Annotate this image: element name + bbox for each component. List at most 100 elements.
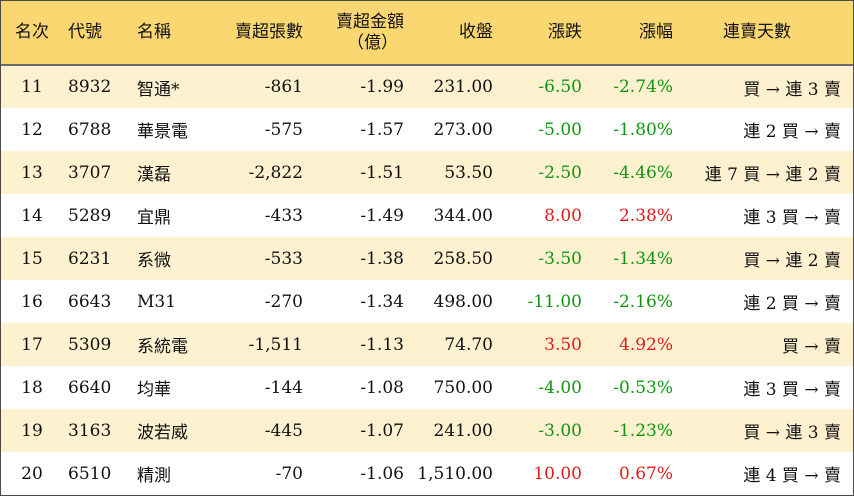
cell-net-amount: -1.08 [360, 377, 404, 398]
cell-change-pct: -2.16% [613, 291, 673, 312]
cell-name: 漢磊 [137, 165, 171, 185]
cell-name: M31 [137, 291, 177, 312]
cell-change: -3.50 [538, 248, 582, 269]
table-row: 17 5309 系統電 -1,511 -1.13 74.70 3.50 4.92% 買 → 賣 [1, 323, 853, 366]
cell-net-amount: -1.07 [360, 420, 404, 441]
cell-streak: 連 2 買 → 賣 [743, 122, 841, 142]
header-name[interactable]: 名稱 [128, 1, 218, 66]
cell-code: 3707 [68, 162, 112, 183]
cell-rank: 16 [21, 291, 43, 312]
cell-name: 智通* [137, 79, 180, 100]
header-streak[interactable]: 連賣天數 [673, 1, 853, 66]
cell-net-shares: -533 [264, 248, 303, 269]
cell-rank: 14 [21, 205, 43, 226]
cell-change: 3.50 [544, 334, 582, 355]
cell-net-shares: -861 [264, 77, 303, 97]
cell-close: 258.50 [433, 248, 493, 269]
cell-name: 華景電 [137, 122, 188, 142]
header-rank[interactable]: 名次 [1, 1, 63, 66]
cell-rank: 20 [21, 463, 43, 484]
cell-close: 53.50 [444, 162, 493, 183]
cell-change-pct: -1.23% [613, 420, 673, 441]
table-row: 16 6643 M31 -270 -1.34 498.00 -11.00 -2.16% 連 2 … [1, 280, 853, 323]
header-change-pct[interactable]: 漲幅 [582, 1, 673, 66]
cell-close: 231.00 [433, 77, 493, 97]
table-header-row: 名次 代號 名稱 賣超張數 賣超金額 （億） 收盤 漲跌 漲幅 連賣天數 [1, 1, 853, 66]
cell-streak: 連 3 買 → 賣 [743, 380, 841, 400]
table-row: 15 6231 系微 -533 -1.38 258.50 -3.50 -1.34% 買 → 連 … [1, 237, 853, 280]
cell-code: 6643 [68, 291, 112, 312]
cell-close: 241.00 [433, 420, 493, 441]
cell-change: -5.00 [538, 119, 582, 140]
table-body: 11 8932 智通* -861 -1.99 231.00 -6.50 -2.74% 買 → 連… [1, 65, 853, 495]
cell-net-amount: -1.57 [360, 119, 404, 140]
cell-close: 74.70 [444, 334, 493, 355]
cell-change-pct: -4.46% [613, 162, 673, 183]
cell-net-shares: -1,511 [248, 334, 303, 355]
cell-streak: 連 3 買 → 賣 [743, 208, 841, 228]
table-row: 13 3707 漢磊 -2,822 -1.51 53.50 -2.50 -4.46% 連 7 買… [1, 151, 853, 194]
table-row: 19 3163 波若威 -445 -1.07 241.00 -3.00 -1.23% 買 → 連… [1, 409, 853, 452]
cell-net-amount: -1.51 [360, 162, 404, 183]
cell-change: -11.00 [527, 291, 582, 312]
cell-change-pct: 2.38% [618, 205, 673, 226]
cell-streak: 連 4 買 → 賣 [743, 466, 841, 486]
cell-change-pct: -2.74% [613, 77, 673, 97]
cell-net-shares: -433 [264, 205, 303, 226]
cell-name: 宜鼎 [137, 208, 171, 228]
cell-streak: 買 → 連 3 賣 [743, 423, 841, 443]
header-net-shares[interactable]: 賣超張數 [218, 1, 303, 66]
cell-rank: 13 [21, 162, 43, 183]
cell-rank: 11 [21, 77, 43, 97]
cell-streak: 買 → 連 2 賣 [743, 251, 841, 271]
header-change[interactable]: 漲跌 [493, 1, 582, 66]
cell-name: 系統電 [137, 337, 188, 357]
cell-close: 1,510.00 [417, 463, 493, 484]
cell-streak: 買 → 連 3 賣 [743, 79, 841, 100]
cell-rank: 17 [21, 334, 43, 355]
cell-name: 系微 [137, 251, 171, 271]
cell-change: -6.50 [538, 77, 582, 97]
header-net-amount[interactable]: 賣超金額 （億） [303, 1, 404, 66]
cell-code: 5289 [68, 205, 112, 226]
cell-close: 750.00 [433, 377, 493, 398]
cell-net-amount: -1.99 [360, 77, 404, 97]
cell-net-amount: -1.06 [360, 463, 404, 484]
header-code[interactable]: 代號 [63, 1, 128, 66]
cell-net-shares: -445 [264, 420, 303, 441]
cell-net-shares: -70 [275, 463, 303, 484]
cell-streak: 買 → 賣 [781, 337, 841, 357]
cell-change: 8.00 [544, 205, 582, 226]
cell-change: -3.00 [538, 420, 582, 441]
cell-close: 273.00 [433, 119, 493, 140]
cell-streak: 連 7 買 → 連 2 賣 [704, 165, 841, 185]
cell-code: 3163 [68, 420, 112, 441]
cell-change-pct: -0.53% [613, 377, 673, 398]
cell-rank: 19 [21, 420, 43, 441]
cell-code: 6510 [68, 463, 112, 484]
cell-code: 6640 [68, 377, 112, 398]
table-row: 18 6640 均華 -144 -1.08 750.00 -4.00 -0.53% 連 3 買 … [1, 366, 853, 409]
cell-net-amount: -1.38 [360, 248, 404, 269]
cell-name: 精測 [137, 466, 171, 486]
table-row: 12 6788 華景電 -575 -1.57 273.00 -5.00 -1.80% 連 2 買… [1, 108, 853, 151]
header-net-amount-unit: （億） [347, 32, 398, 53]
cell-change-pct: 4.92% [618, 334, 673, 355]
cell-name: 波若威 [137, 423, 188, 443]
cell-streak: 連 2 買 → 賣 [743, 294, 841, 314]
cell-rank: 15 [21, 248, 43, 269]
cell-name: 均華 [137, 380, 171, 400]
cell-net-amount: -1.13 [360, 334, 404, 355]
cell-net-shares: -144 [264, 377, 303, 398]
cell-net-amount: -1.49 [360, 205, 404, 226]
cell-rank: 18 [21, 377, 43, 398]
cell-net-amount: -1.34 [360, 291, 404, 312]
cell-code: 5309 [68, 334, 112, 355]
cell-net-shares: -2,822 [248, 162, 303, 183]
header-net-amount-label: 賣超金額 [336, 11, 404, 32]
cell-change: -4.00 [538, 377, 582, 398]
table-row: 11 8932 智通* -861 -1.99 231.00 -6.50 -2.74% 買 → 連… [1, 65, 853, 108]
header-close[interactable]: 收盤 [404, 1, 493, 66]
